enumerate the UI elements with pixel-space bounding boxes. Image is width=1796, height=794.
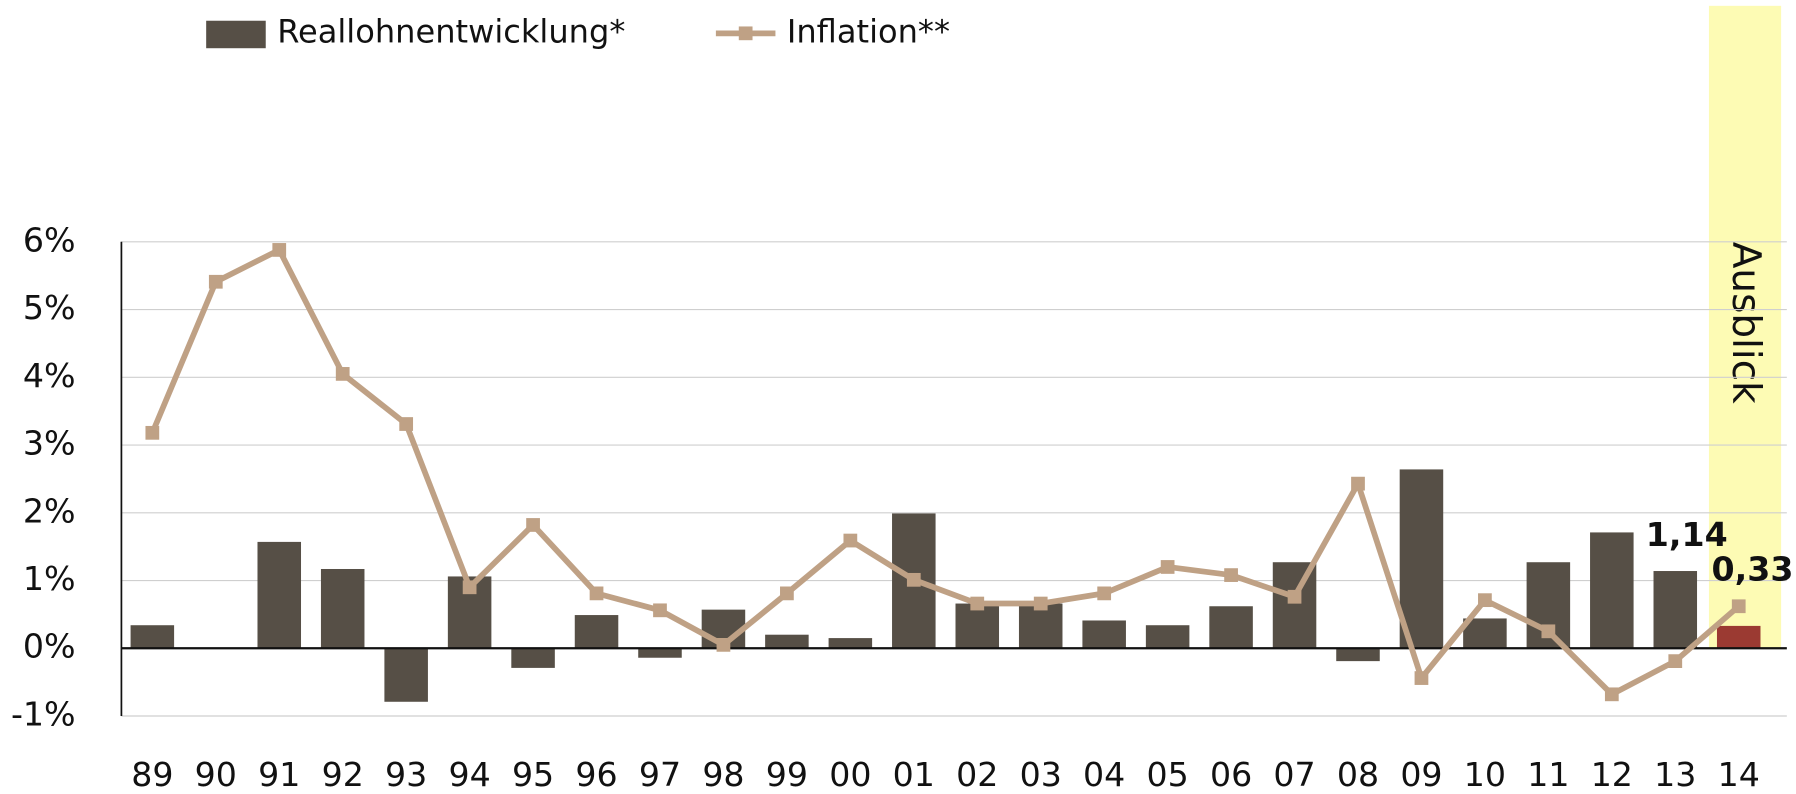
bar xyxy=(1145,625,1190,649)
y-tick-label: 1% xyxy=(23,559,76,598)
y-tick-label: 4% xyxy=(23,356,76,395)
line-marker xyxy=(272,243,287,257)
x-tick-label: 09 xyxy=(1400,755,1442,794)
x-tick-label: 06 xyxy=(1210,755,1252,794)
x-tick-label: 14 xyxy=(1718,755,1760,794)
legend-label: Reallohnentwicklung* xyxy=(277,12,625,50)
bar xyxy=(257,541,302,649)
bar xyxy=(1590,532,1634,649)
bar xyxy=(511,648,555,668)
outlook-band xyxy=(1708,5,1782,649)
line-marker xyxy=(208,274,223,289)
bar xyxy=(1336,648,1380,662)
bar xyxy=(1653,571,1698,649)
line-marker xyxy=(970,596,985,611)
line-marker xyxy=(1097,586,1112,601)
line-marker xyxy=(1668,654,1683,668)
x-tick-label: 96 xyxy=(575,755,617,794)
x-tick-label: 97 xyxy=(639,755,681,794)
line xyxy=(149,247,1741,698)
line-marker xyxy=(843,533,858,548)
line-marker xyxy=(780,586,794,601)
x-tick-label: 93 xyxy=(385,755,427,794)
x-tick-label: 01 xyxy=(893,755,935,794)
x-tick-label: 99 xyxy=(766,755,808,794)
line-marker xyxy=(1414,671,1429,685)
bar xyxy=(574,615,619,649)
y-tick-label: 5% xyxy=(23,288,76,327)
line-marker xyxy=(1287,589,1302,604)
x-tick-label: 95 xyxy=(512,755,554,794)
x-tick-label: 00 xyxy=(829,755,871,794)
line-marker xyxy=(589,586,604,601)
line-marker xyxy=(1160,560,1175,574)
outlook-label: Ausblick xyxy=(1723,242,1768,404)
line-marker xyxy=(1604,687,1619,702)
bar xyxy=(638,648,682,658)
x-tick-label: 02 xyxy=(956,755,998,794)
legend-swatch xyxy=(738,26,753,41)
legend-swatch xyxy=(206,20,266,49)
line-marker xyxy=(1224,568,1238,582)
data-label: 1,14 xyxy=(1646,515,1728,554)
line-marker xyxy=(1033,596,1048,611)
y-tick-label: -1% xyxy=(11,694,76,733)
x-tick-label: 05 xyxy=(1147,755,1189,794)
x-tick-label: 92 xyxy=(322,755,364,794)
line-marker xyxy=(716,637,731,652)
line-marker xyxy=(653,603,667,618)
y-tick-label: 3% xyxy=(23,424,76,463)
line-marker xyxy=(1351,476,1365,491)
bar xyxy=(828,638,873,649)
line-marker xyxy=(1478,593,1492,608)
bar xyxy=(384,648,428,702)
x-tick-label: 12 xyxy=(1591,755,1633,794)
y-tick-label: 2% xyxy=(23,491,76,530)
x-tick-label: 90 xyxy=(195,755,237,794)
bar xyxy=(1463,618,1507,649)
x-tick-label: 13 xyxy=(1654,755,1696,794)
bar xyxy=(955,603,1000,649)
x-tick-label: 08 xyxy=(1337,755,1379,794)
line-marker xyxy=(1731,599,1746,614)
data-label: 0,33 xyxy=(1712,549,1794,588)
y-tick-label: 0% xyxy=(23,627,76,666)
bar xyxy=(1209,606,1253,649)
legend-label: Inflation** xyxy=(787,12,950,50)
x-tick-label: 10 xyxy=(1464,755,1506,794)
bar xyxy=(765,634,809,649)
x-tick-label: 98 xyxy=(702,755,744,794)
line-marker xyxy=(399,417,414,431)
bar xyxy=(130,625,175,649)
x-tick-label: 91 xyxy=(258,755,300,794)
x-tick-label: 03 xyxy=(1020,755,1062,794)
x-tick-label: 11 xyxy=(1527,755,1569,794)
line-marker xyxy=(1541,624,1556,639)
line-marker xyxy=(462,580,477,595)
bar xyxy=(1399,469,1444,649)
line-marker xyxy=(906,572,921,587)
y-tick-label: 6% xyxy=(23,220,76,259)
line-marker xyxy=(145,425,160,440)
x-tick-label: 94 xyxy=(448,755,490,794)
line-marker xyxy=(335,367,350,381)
bar xyxy=(1018,603,1063,649)
line-marker xyxy=(526,518,540,532)
x-tick-label: 07 xyxy=(1273,755,1315,794)
x-tick-label: 89 xyxy=(131,755,173,794)
x-tick-label: 04 xyxy=(1083,755,1125,794)
bar xyxy=(1716,625,1761,649)
bar xyxy=(1082,620,1126,649)
bar xyxy=(320,568,365,649)
